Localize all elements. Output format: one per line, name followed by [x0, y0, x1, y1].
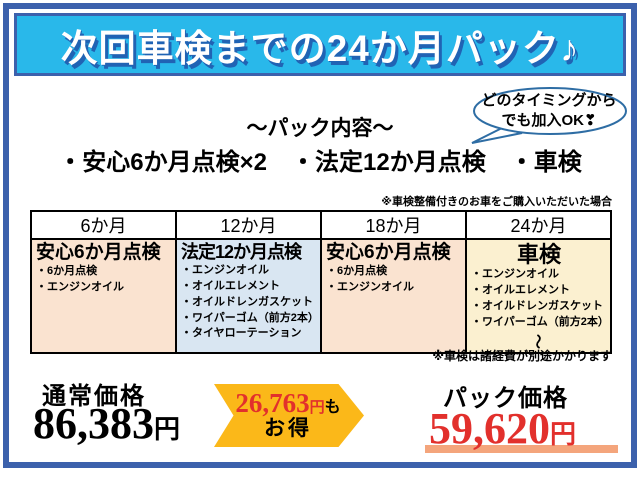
column-header-18months: 18か月 — [320, 210, 467, 240]
pack-contents-items: ・安心6か月点検×2 ・法定12か月点検 ・車検 — [58, 149, 582, 176]
cell-title: 安心6か月点検 — [36, 242, 161, 263]
cell-item: ・6か月点検 — [326, 264, 388, 277]
normal-price-number: 86,383 — [33, 399, 154, 448]
pack-price-underline — [425, 445, 618, 453]
pack-contents-heading: 〜パック内容〜 — [246, 117, 394, 140]
column-header-24months: 24か月 — [465, 210, 612, 240]
savings-unit: 円 — [309, 399, 325, 417]
savings-line2: お得 — [264, 417, 312, 441]
normal-price-value: 86,383円 — [33, 398, 180, 449]
cell-title: 車検 — [516, 242, 561, 267]
savings-amount: 26,763 — [235, 388, 310, 419]
cell-24months: 車検 ・エンジンオイル ・オイルエレメント ・オイルドレンガスケット ・ワイパー… — [465, 237, 612, 355]
cell-item: ・6か月点検 — [36, 264, 98, 277]
cell-item: ・エンジンオイル — [471, 268, 559, 281]
note-above-table: ※車検整備付きのお車をご購入いただいた場合 — [381, 196, 612, 208]
speech-bubble-text: どのタイミングから でも加入OK❣ — [476, 91, 622, 132]
normal-price-unit: 円 — [154, 415, 181, 444]
cell-title: 安心6か月点検 — [326, 242, 451, 263]
cell-item: ・エンジンオイル — [326, 280, 414, 293]
cell-item: ・タイヤローテーション — [181, 327, 302, 340]
note-below-table: ※車検は諸経費が別途かかります — [432, 349, 612, 363]
savings-arrow-banner: 26,763円も お得 — [214, 384, 364, 447]
cell-item: ・ワイパーゴム（前方2本） — [471, 316, 609, 329]
cell-item: ・ワイパーゴム（前方2本） — [181, 311, 319, 324]
cell-item: ・オイルドレンガスケット — [181, 295, 313, 308]
pack-price-label: パック価格 — [443, 385, 568, 412]
cell-item: ・オイルエレメント — [181, 279, 280, 292]
table-body-row: 安心6か月点検 ・6か月点検 ・エンジンオイル 法定12か月点検 ・エンジンオイ… — [30, 237, 612, 355]
savings-suffix: も — [324, 399, 341, 417]
pack-price-unit: 円 — [550, 420, 577, 449]
cell-item: ・エンジンオイル — [36, 280, 124, 293]
column-header-6months: 6か月 — [30, 210, 177, 240]
speech-bubble-line1: どのタイミングから — [481, 92, 617, 109]
inspection-schedule-table: 6か月 12か月 18か月 24か月 安心6か月点検 ・6か月点検 ・エンジンオ… — [30, 210, 612, 355]
table-header-row: 6か月 12か月 18か月 24か月 — [30, 210, 612, 240]
cell-item: ・エンジンオイル — [181, 263, 269, 276]
cell-12months: 法定12か月点検 ・エンジンオイル ・オイルエレメント ・オイルドレンガスケット… — [175, 237, 322, 355]
pack-price-number: 59,620 — [429, 404, 550, 453]
cell-18months: 安心6か月点検 ・6か月点検 ・エンジンオイル — [320, 237, 467, 355]
cell-item: ・オイルエレメント — [471, 284, 570, 297]
pack-price-value: 59,620円 — [429, 403, 576, 454]
cell-item: ・オイルドレンガスケット — [471, 300, 603, 313]
timing-speech-bubble: どのタイミングから でも加入OK❣ — [466, 86, 630, 146]
normal-price-label: 通常価格 — [42, 383, 146, 410]
cell-title: 法定12か月点検 — [181, 242, 302, 262]
column-header-12months: 12か月 — [175, 210, 322, 240]
page-title: 次回車検までの24か月パック♪ — [60, 27, 580, 69]
savings-line1: 26,763円も — [235, 390, 340, 417]
speech-bubble-line2: でも加入OK❣ — [501, 112, 597, 130]
cell-6months: 安心6か月点検 ・6か月点検 ・エンジンオイル — [30, 237, 177, 355]
header-banner: 次回車検までの24か月パック♪ — [14, 13, 626, 76]
speech-bubble-shape — [471, 87, 627, 144]
